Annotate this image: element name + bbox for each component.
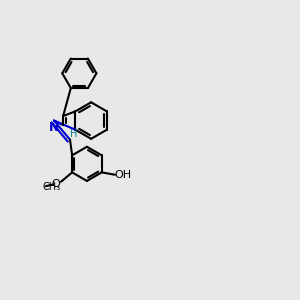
Text: O: O: [51, 178, 60, 189]
Text: N: N: [49, 121, 59, 134]
Text: CH₃: CH₃: [43, 182, 61, 192]
Text: H: H: [70, 129, 77, 140]
Text: OH: OH: [115, 170, 132, 180]
